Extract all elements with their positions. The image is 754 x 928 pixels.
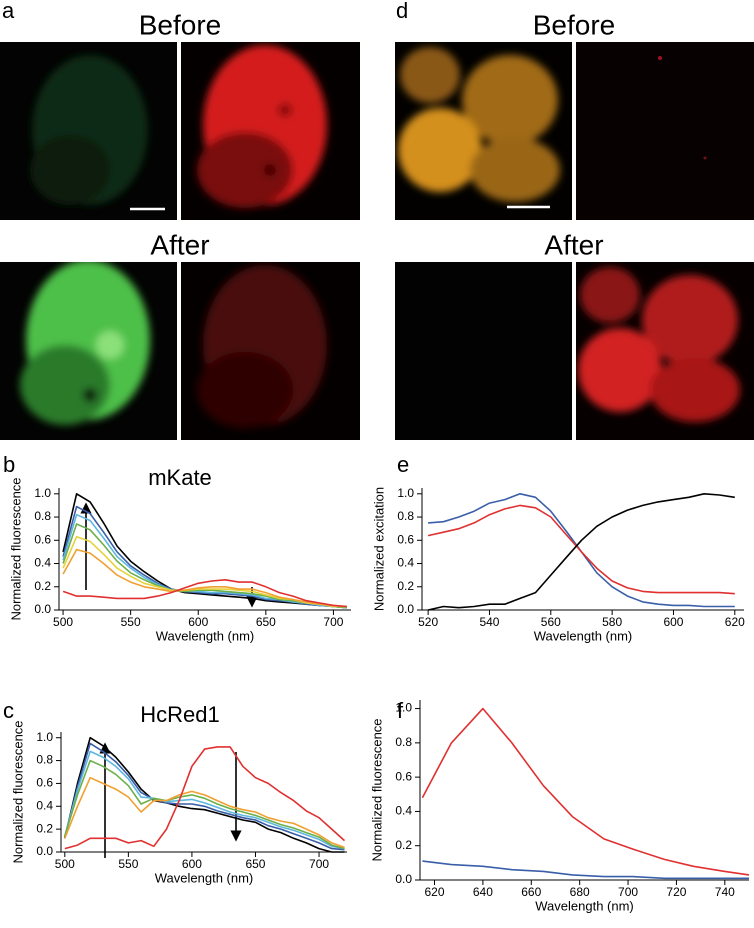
y-tick-label: 0.2: [36, 821, 53, 835]
x-tick-label: 600: [182, 857, 202, 871]
chart-title: mKate: [148, 465, 212, 490]
y-tick-label: 0.8: [395, 735, 412, 749]
y-tick-label: 0.0: [36, 844, 53, 858]
x-tick-label: 720: [666, 885, 686, 899]
x-tick-label: 500: [55, 857, 75, 871]
image-a-before-green: [0, 42, 177, 220]
series-line: [64, 746, 346, 850]
x-tick-label: 700: [323, 615, 343, 629]
y-tick-label: 1.0: [36, 730, 53, 744]
series-line: [64, 776, 345, 849]
y-tick-label: 0.4: [397, 556, 414, 570]
x-tick-label: 560: [541, 615, 561, 629]
x-tick-label: 650: [245, 857, 265, 871]
series-line: [427, 504, 735, 595]
image-label: After: [544, 229, 603, 260]
y-tick-label: 0.6: [395, 769, 412, 783]
y-axis-label: Normalized excitation: [371, 487, 386, 611]
series-line: [64, 742, 345, 851]
panel-letter: d: [396, 0, 408, 23]
y-tick-label: 0.4: [36, 798, 53, 812]
y-tick-label: 0.6: [36, 776, 53, 790]
x-tick-label: 580: [602, 615, 622, 629]
image-label: Before: [139, 9, 222, 40]
y-tick-label: 1.0: [34, 486, 51, 500]
x-tick-label: 550: [118, 857, 138, 871]
y-tick-label: 0.0: [395, 872, 412, 886]
x-axis-label: Wavelength (nm): [534, 628, 633, 643]
x-axis-label: Wavelength (nm): [535, 898, 634, 913]
y-tick-label: 0.0: [34, 602, 51, 616]
x-tick-label: 650: [256, 615, 276, 629]
panel-letter: a: [2, 0, 15, 23]
series-line: [64, 736, 345, 853]
x-tick-label: 680: [570, 885, 590, 899]
series-line: [422, 860, 749, 880]
panel-letter: b: [3, 452, 15, 477]
x-tick-label: 640: [473, 885, 493, 899]
series-line: [427, 493, 735, 611]
x-tick-label: 550: [121, 615, 141, 629]
image-a-before-red: [181, 42, 360, 220]
y-tick-label: 1.0: [395, 701, 412, 715]
y-axis-label: Normalized fluorescence: [369, 718, 384, 861]
image-a-after-green: [0, 262, 177, 440]
panel-letter: e: [397, 452, 409, 477]
panel-letter: c: [3, 698, 14, 723]
image-d-before-orange: [395, 42, 572, 220]
y-tick-label: 0.0: [397, 602, 414, 616]
x-tick-label: 700: [309, 857, 329, 871]
image-label: After: [150, 229, 209, 260]
x-tick-label: 520: [418, 615, 438, 629]
y-tick-label: 0.6: [397, 532, 414, 546]
series-line: [64, 759, 345, 850]
y-tick-label: 0.2: [395, 838, 412, 852]
x-axis-label: Wavelength (nm): [156, 628, 255, 643]
image-a-after-red: [181, 262, 360, 440]
image-d-before-red: [576, 42, 754, 220]
y-tick-label: 0.2: [397, 579, 414, 593]
x-tick-label: 600: [188, 615, 208, 629]
y-tick-label: 0.8: [397, 509, 414, 523]
x-tick-label: 540: [479, 615, 499, 629]
x-tick-label: 620: [424, 885, 444, 899]
y-tick-label: 0.8: [36, 753, 53, 767]
x-tick-label: 700: [618, 885, 638, 899]
series-line: [421, 707, 750, 876]
y-tick-label: 0.6: [34, 532, 51, 546]
image-d-after-orange: [395, 262, 572, 440]
y-tick-label: 0.8: [34, 509, 51, 523]
x-tick-label: 500: [53, 615, 73, 629]
image-d-after-red: [576, 262, 754, 440]
x-tick-label: 740: [715, 885, 735, 899]
series-line: [428, 493, 735, 608]
chart-title: HcRed1: [140, 702, 219, 727]
y-axis-label: Normalized fluorescence: [8, 477, 23, 620]
y-tick-label: 0.4: [34, 556, 51, 570]
series-line: [64, 750, 345, 850]
x-tick-label: 600: [663, 615, 683, 629]
x-tick-label: 660: [521, 885, 541, 899]
y-axis-label: Normalized fluorescence: [10, 720, 25, 863]
image-label: Before: [533, 9, 616, 40]
y-tick-label: 1.0: [397, 486, 414, 500]
y-tick-label: 0.4: [395, 804, 412, 818]
series-line: [62, 579, 347, 608]
x-axis-label: Wavelength (nm): [155, 870, 254, 885]
panel-letter: f: [397, 698, 404, 723]
y-tick-label: 0.2: [34, 579, 51, 593]
series-line: [62, 548, 347, 608]
x-tick-label: 620: [725, 615, 745, 629]
